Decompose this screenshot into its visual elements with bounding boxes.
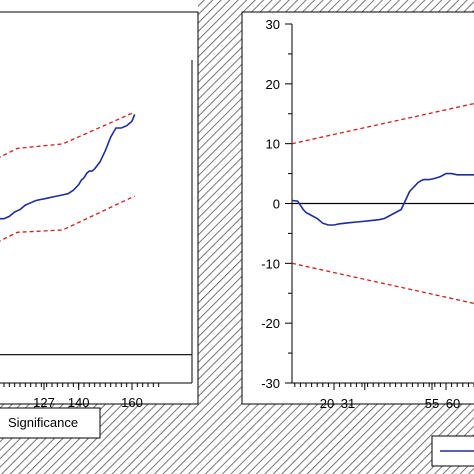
right-confidence-bound-line [291,262,474,305]
right-x-axis: 20 31 55 60 [292,382,474,411]
left-confidence-bound-line [0,195,135,242]
right-x-tick-label: 31 [341,396,355,411]
right-x-tick-label: 20 [320,396,334,411]
left-x-tick-label: 140 [68,395,90,410]
right-plot-area [291,102,474,305]
left-plot-area [0,111,192,356]
right-y-tick-label: 10 [266,137,280,152]
right-statistic-line [291,172,474,226]
right-confidence-bound-line [291,102,474,145]
right-y-tick-label: -20 [261,316,280,331]
right-chart-panel: 30 20 10 0 -10 -20 -30 20 31 55 60 [241,11,474,467]
left-panel-background [0,0,198,404]
left-x-tick-label: 160 [121,395,143,410]
left-panel-border [0,11,199,405]
right-x-tick-label: 55 [425,396,439,411]
right-y-tick-label: 30 [266,17,280,32]
right-panel-border [241,11,474,405]
left-confidence-bound-line [0,111,135,158]
left-statistic-line [0,114,136,220]
right-y-tick-label: -10 [261,256,280,271]
left-chart-panel: 127 140 160 Significance [0,0,199,439]
right-x-tick-label: 60 [446,396,460,411]
right-panel-background [242,12,474,404]
right-y-tick-label: -30 [261,376,280,391]
left-x-tick-label: 127 [33,395,55,410]
left-x-axis: 127 140 160 [0,60,193,410]
right-y-tick-label: 20 [266,77,280,92]
left-legend-box [0,407,101,439]
legend-label-significance: Significance [8,415,78,430]
right-y-tick-label: 0 [273,197,280,212]
right-y-axis: 30 20 10 0 -10 -20 -30 [261,17,293,391]
